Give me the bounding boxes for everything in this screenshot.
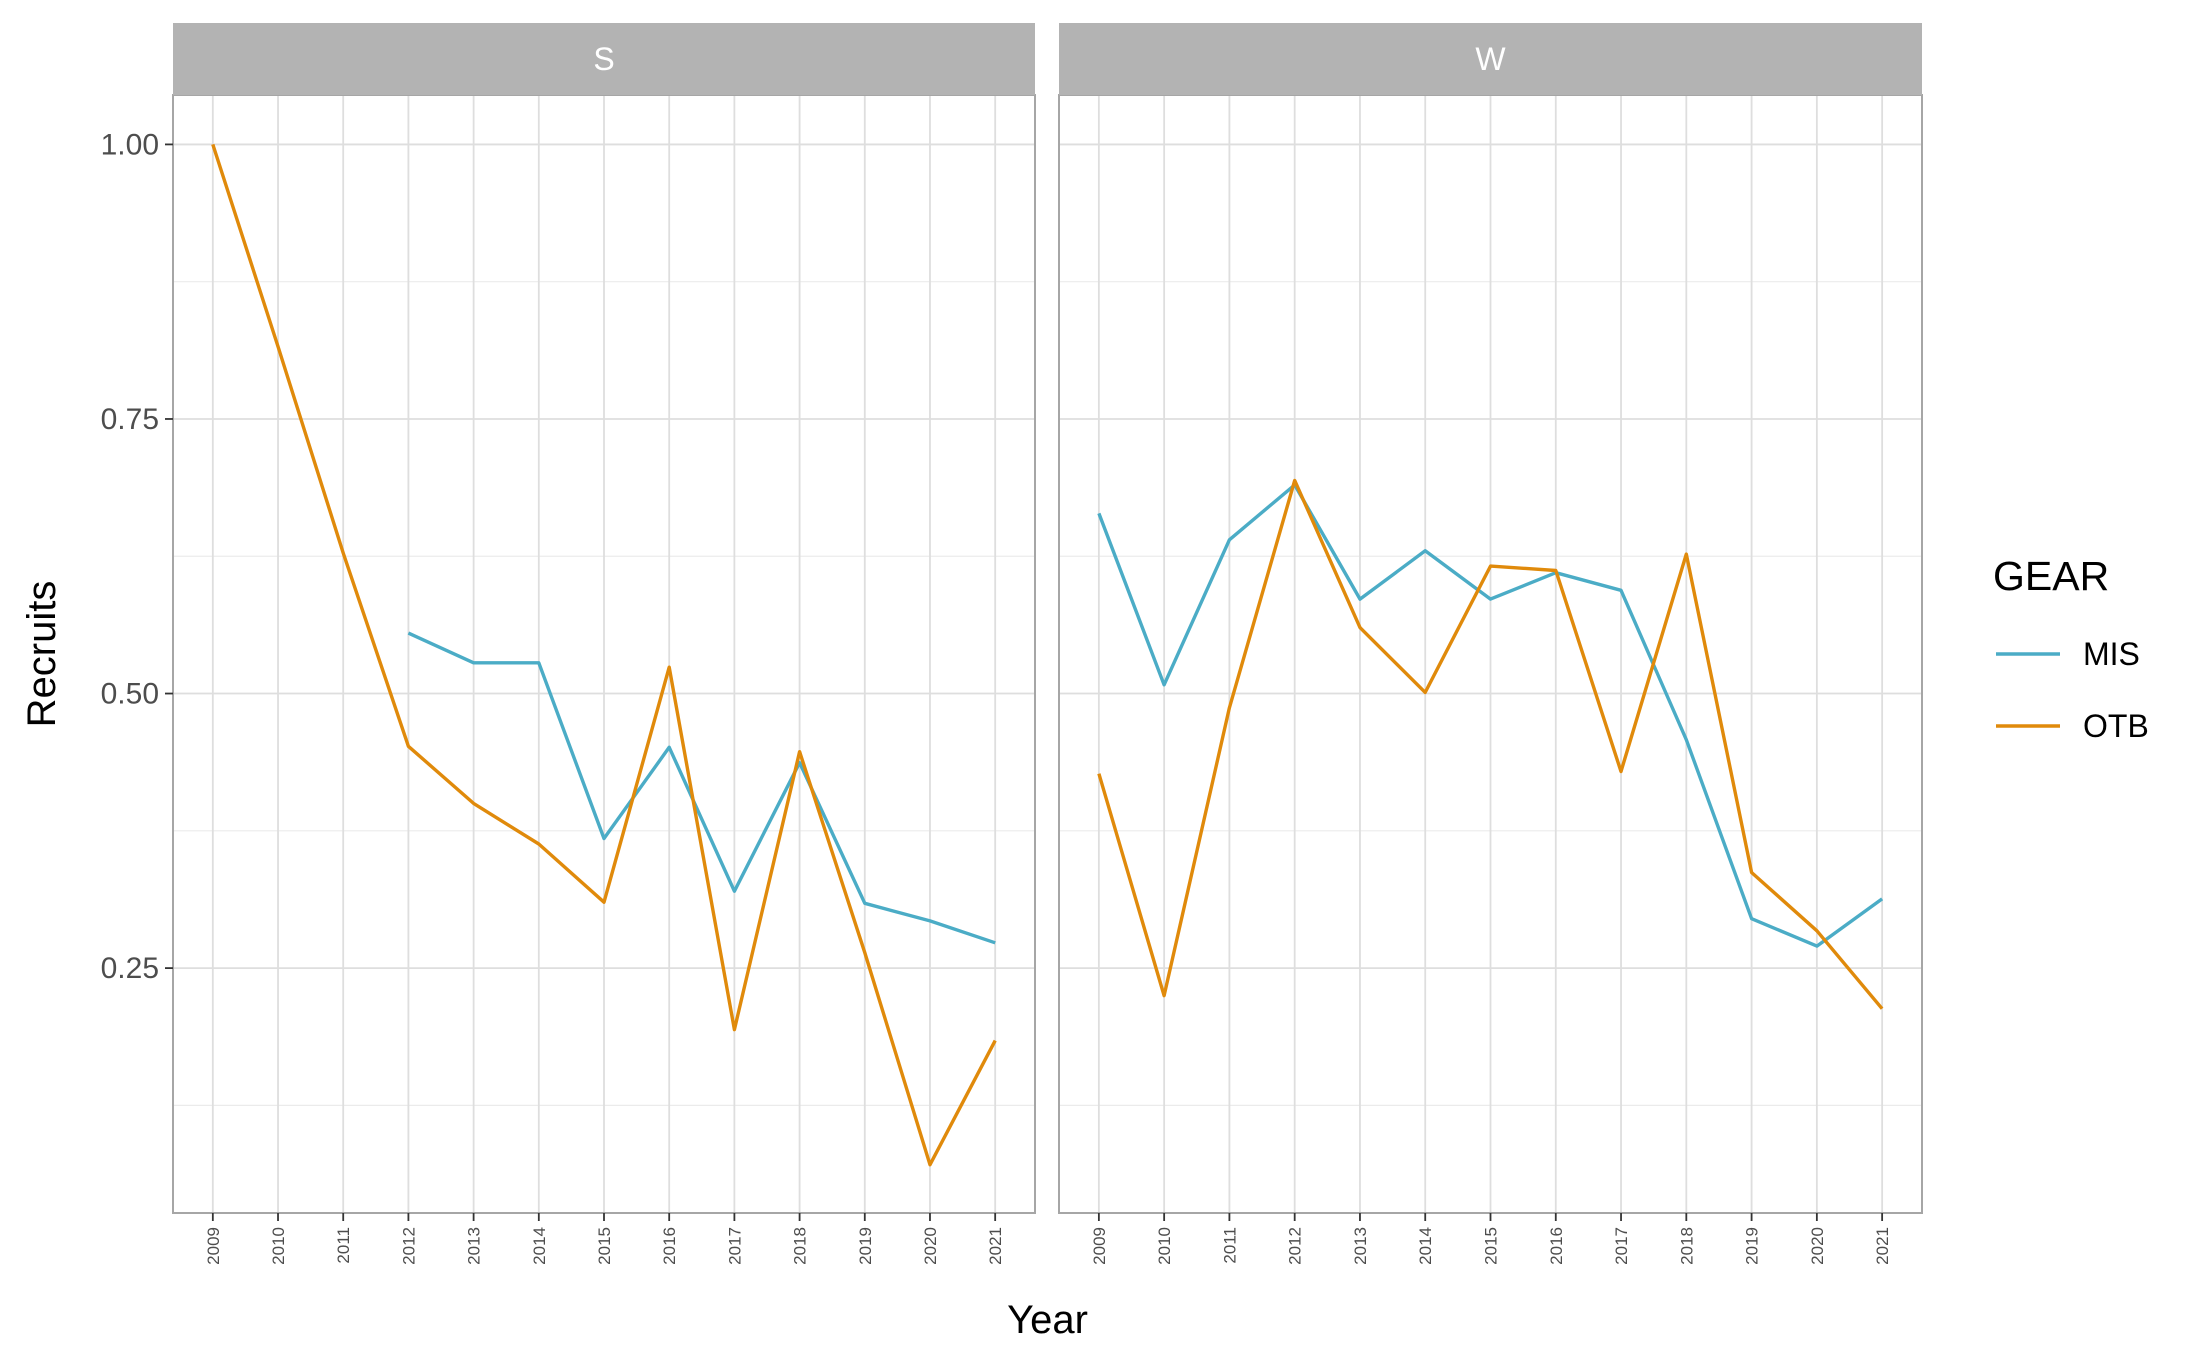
y-tick-label: 0.50 xyxy=(101,678,159,711)
x-axis-title: Year xyxy=(1007,1298,1088,1342)
facet-strip-label: S xyxy=(593,41,614,77)
x-tick-label: 2018 xyxy=(791,1227,810,1265)
x-tick-label: 2018 xyxy=(1677,1227,1696,1265)
y-axis-title: Recruits xyxy=(20,581,64,728)
x-tick-label: 2013 xyxy=(465,1227,484,1265)
x-tick-label: 2020 xyxy=(921,1227,940,1265)
x-tick-label: 2017 xyxy=(1612,1227,1631,1265)
y-tick-label: 1.00 xyxy=(101,128,159,161)
series-line-mis xyxy=(1097,483,1884,948)
x-tick-label: 2012 xyxy=(1286,1227,1305,1265)
series-line-otb xyxy=(1097,478,1884,1010)
x-tick-label: 2010 xyxy=(1155,1227,1174,1265)
x-tick-label: 2011 xyxy=(1220,1227,1239,1264)
y-tick-label: 0.25 xyxy=(101,952,159,985)
x-tick-label: 2009 xyxy=(204,1227,223,1265)
x-tick-label: 2017 xyxy=(725,1227,744,1265)
x-tick-label: 2009 xyxy=(1090,1227,1109,1265)
legend-label-otb: OTB xyxy=(2083,708,2149,744)
x-tick-label: 2013 xyxy=(1351,1227,1370,1265)
legend-label-mis: MIS xyxy=(2083,636,2140,672)
x-tick-label: 2021 xyxy=(1873,1227,1892,1265)
x-tick-label: 2014 xyxy=(530,1227,549,1265)
facet-strip-label: W xyxy=(1475,41,1506,77)
x-tick-label: 2010 xyxy=(269,1227,288,1265)
x-tick-label: 2015 xyxy=(595,1227,614,1265)
x-tick-label: 2021 xyxy=(986,1227,1005,1265)
x-tick-label: 2012 xyxy=(399,1227,418,1265)
x-tick-label: 2016 xyxy=(1547,1227,1566,1265)
series-line-mis xyxy=(407,631,996,945)
facet-strip xyxy=(1059,23,1922,95)
x-tick-label: 2014 xyxy=(1416,1227,1435,1265)
facet-strip xyxy=(173,23,1035,95)
x-tick-label: 2011 xyxy=(334,1227,353,1264)
panel-S: S 2009 2010 2011 2012 2013 2014 2015 2016 2017 201… xyxy=(172,23,1036,1265)
y-tick-label: 0.75 xyxy=(101,403,159,436)
x-tick-label: 2019 xyxy=(1743,1227,1762,1265)
x-tick-label: 2020 xyxy=(1808,1227,1827,1265)
x-tick-label: 2019 xyxy=(856,1227,875,1265)
x-tick-label: 2015 xyxy=(1482,1227,1501,1265)
legend-title: GEAR xyxy=(1993,553,2109,599)
x-tick-label: 2016 xyxy=(660,1227,679,1265)
panel-W: W 2009 2010 2011 2012 2013 2014 2015 2016 2017 201… xyxy=(1058,23,1923,1265)
series-line-otb xyxy=(211,143,997,1167)
